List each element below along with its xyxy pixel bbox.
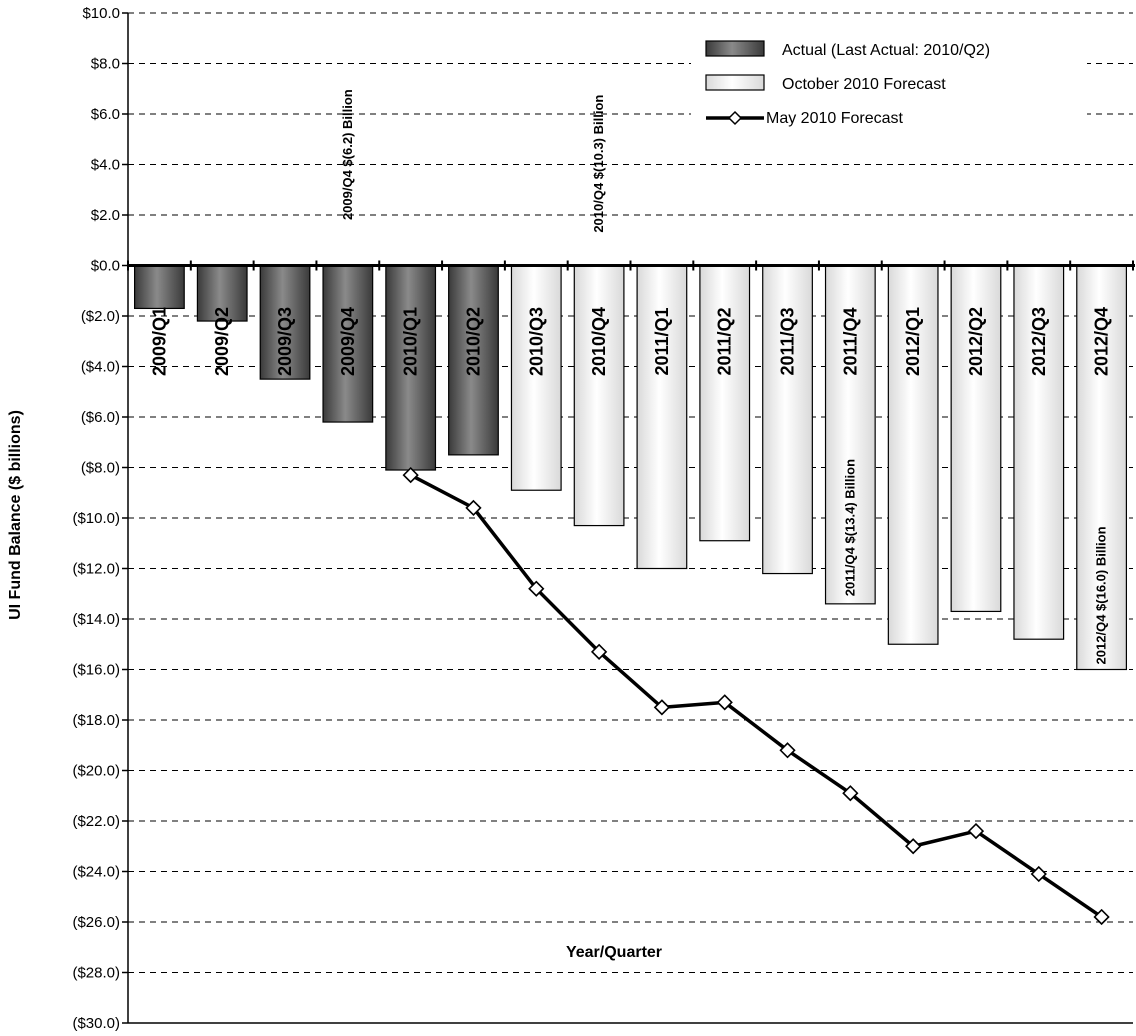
annotation-label: 2010/Q4 $(10.3) Billion	[591, 95, 606, 233]
category-label: 2009/Q2	[212, 307, 232, 376]
annotation-label: 2012/Q4 $(16.0) Billion	[1094, 526, 1109, 664]
line-marker	[465, 499, 482, 517]
y-tick-label: ($26.0)	[72, 914, 120, 931]
y-tick-label: $10.0	[82, 5, 120, 22]
category-label: 2011/Q2	[715, 307, 735, 375]
line-marker	[653, 699, 671, 716]
y-tick-label: ($30.0)	[72, 1015, 120, 1032]
bar-2009-q3	[259, 264, 311, 380]
legend-swatch	[705, 40, 765, 57]
may-2010-forecast-line	[402, 466, 1110, 926]
legend-swatch	[705, 74, 765, 91]
category-label: 2012/Q4	[1092, 307, 1112, 376]
category-label: 2011/Q3	[778, 307, 798, 375]
y-tick-label: ($24.0)	[72, 864, 120, 881]
line-marker	[842, 785, 859, 802]
line-marker	[1093, 908, 1110, 926]
annotation-label: 2011/Q4 $(13.4) Billion	[842, 459, 857, 596]
category-label: 2012/Q1	[903, 307, 923, 376]
bar-2012-q4	[1076, 264, 1128, 671]
y-axis-title: UI Fund Balance ($ billions)	[7, 410, 24, 620]
category-label: 2012/Q2	[966, 307, 986, 376]
category-label: 2009/Q4	[338, 307, 358, 376]
y-tick-label: ($18.0)	[72, 712, 120, 729]
bar-2009-q2	[196, 264, 248, 322]
y-tick-label: ($20.0)	[72, 763, 120, 780]
y-tick-label: $8.0	[91, 56, 120, 73]
category-label: 2009/Q1	[149, 307, 169, 376]
category-label: 2010/Q2	[463, 307, 483, 376]
category-label: 2011/Q1	[652, 307, 672, 375]
bars	[133, 264, 1128, 671]
bar-2010-q4	[573, 264, 625, 527]
bar-2011-q1	[636, 264, 688, 570]
line-marker	[967, 822, 985, 840]
category-label: 2010/Q1	[401, 307, 421, 376]
legend: Actual (Last Actual: 2010/Q2) October 201…	[691, 30, 1087, 148]
y-tick-label: ($8.0)	[81, 460, 120, 477]
line-marker	[590, 643, 608, 660]
category-label: 2010/Q4	[589, 307, 609, 376]
y-tick-label: $0.0	[91, 258, 120, 275]
bar-2010-q1	[385, 264, 437, 471]
bar-2012-q2	[950, 264, 1002, 613]
legend-entry: May 2010 Forecast	[766, 110, 904, 127]
bar-2011-q2	[699, 264, 751, 542]
legend-entry: October 2010 Forecast	[782, 76, 946, 93]
bar-2009-q1	[133, 264, 185, 310]
y-tick-label: $2.0	[91, 207, 120, 224]
bar-2010-q3	[510, 264, 562, 491]
y-tick-label: ($28.0)	[72, 965, 120, 982]
y-tick-label: ($2.0)	[81, 308, 120, 325]
bar-2012-q1	[887, 264, 939, 645]
y-tick-label: ($14.0)	[72, 611, 120, 628]
forecast-line	[409, 473, 1103, 919]
y-tick-label: $4.0	[91, 157, 120, 174]
category-labels: 2009/Q1 2009/Q2 2009/Q3 2009/Q4 2010/Q1 2010/…	[149, 307, 1111, 376]
y-tick-label: ($16.0)	[72, 662, 120, 679]
y-tick-label: ($10.0)	[72, 510, 120, 527]
y-tick-label: ($12.0)	[72, 561, 120, 578]
y-tick-label: ($4.0)	[81, 359, 120, 376]
category-label: 2010/Q3	[526, 307, 546, 376]
line-marker	[402, 466, 419, 484]
legend-marker	[727, 110, 743, 126]
line-marker	[905, 838, 922, 855]
y-tick-label: $6.0	[91, 106, 120, 123]
bar-2012-q3	[1013, 264, 1065, 640]
category-label: 2011/Q4	[840, 307, 860, 375]
bar-2010-q2	[448, 264, 499, 456]
category-label: 2012/Q3	[1029, 307, 1049, 376]
annotation-label: 2009/Q4 $(6.2) Billion	[340, 89, 355, 220]
y-tick-labels: $10.0 $8.0 $6.0 $4.0 $2.0 $0.0 ($2.0) ($4.0) ($6…	[72, 5, 128, 1032]
x-axis-title: Year/Quarter	[566, 944, 662, 961]
line-marker	[1030, 865, 1047, 883]
bar-2009-q4	[322, 264, 374, 423]
legend-entry: Actual (Last Actual: 2010/Q2)	[782, 42, 990, 59]
line-marker	[528, 580, 545, 597]
line-marker	[779, 742, 796, 759]
y-tick-label: ($6.0)	[81, 409, 120, 426]
y-tick-label: ($22.0)	[72, 813, 120, 830]
bar-2011-q3	[762, 264, 813, 575]
annotations: 2009/Q4 $(6.2) Billion 2010/Q4 $(10.3) Bi…	[340, 89, 1109, 664]
category-label: 2009/Q3	[275, 307, 295, 376]
line-marker	[716, 694, 733, 711]
